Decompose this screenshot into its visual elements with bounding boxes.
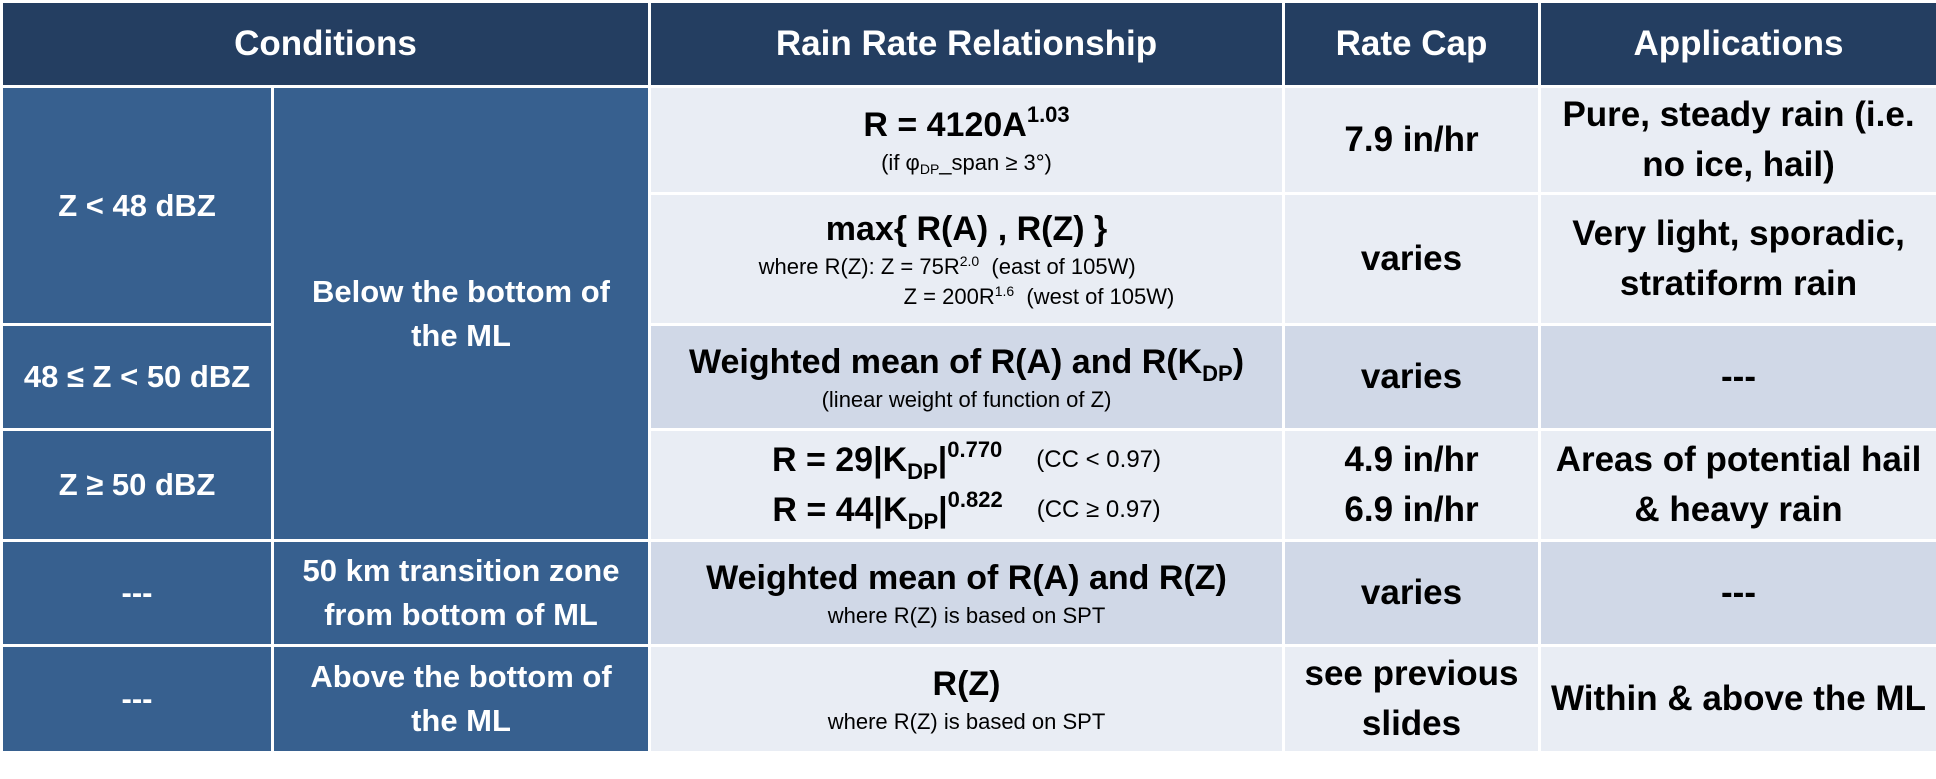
- table-row: max{ R(A) , R(Z) } where R(Z): Z = 75R2.…: [2, 192, 1936, 326]
- equation-note: where R(Z): Z = 75R2.0 (east of 105W) Z …: [758, 253, 1175, 309]
- relationship-cell: R = 29|KDP|0.770 (CC < 0.97) R = 44|KDP|0…: [648, 428, 1285, 542]
- table-row: 48 ≤ Z < 50 dBZ Weighted mean of R(A) an…: [0, 323, 1936, 431]
- rate-cap-cell: varies: [1282, 323, 1541, 431]
- application-cell: Areas of potential hail & heavy rain: [1538, 428, 1936, 542]
- location-below-ml: Below the bottom of the ML: [271, 85, 651, 542]
- header-relationship: Rain Rate Relationship: [648, 0, 1285, 88]
- equation: R(Z): [932, 665, 1001, 703]
- equation-note: (linear weight of function of Z): [821, 387, 1112, 412]
- table-row: --- Above the bottom of the ML R(Z) wher…: [0, 644, 1936, 754]
- rate-cap-value: 4.9 in/hr: [1344, 440, 1479, 479]
- rate-cap-cell: varies: [1282, 539, 1541, 647]
- rate-cap-cell: 7.9 in/hr: [1282, 85, 1541, 195]
- table-row: --- 50 km transition zone from bottom of…: [0, 539, 1936, 647]
- location-above-ml: Above the bottom of the ML: [271, 644, 651, 754]
- rate-cap-cell: 4.9 in/hr 6.9 in/hr: [1282, 428, 1541, 542]
- table-row: Z ≥ 50 dBZ R = 29|KDP|0.770 (CC < 0.97) R…: [0, 428, 1936, 542]
- rate-cap-value: 6.9 in/hr: [1344, 490, 1479, 529]
- condition-none: ---: [0, 644, 274, 754]
- rain-rate-table: Conditions Rain Rate Relationship Rate C…: [0, 0, 1936, 754]
- equation: Weighted mean of R(A) and R(KDP): [688, 343, 1245, 386]
- application-cell: Very light, sporadic, stratiform rain: [1538, 192, 1936, 326]
- application-cell: Pure, steady rain (i.e. no ice, hail): [1538, 85, 1936, 195]
- condition-z-above-50: Z ≥ 50 dBZ: [0, 428, 274, 542]
- application-cell: Within & above the ML: [1538, 644, 1936, 754]
- equation-note: where R(Z) is based on SPT: [827, 603, 1106, 628]
- header-rate-cap: Rate Cap: [1282, 0, 1541, 88]
- relationship-cell: max{ R(A) , R(Z) } where R(Z): Z = 75R2.…: [648, 192, 1285, 326]
- equation-note: (if φDP_span ≥ 3°): [881, 150, 1052, 177]
- table-row: Z < 48 dBZ Below the bottom of the ML R …: [0, 85, 1936, 542]
- application-cell: ---: [1538, 323, 1936, 431]
- equation: R = 29|KDP|0.770 (CC < 0.97): [771, 437, 1162, 484]
- condition-z-48-to-50: 48 ≤ Z < 50 dBZ: [0, 323, 274, 431]
- relationship-cell: R(Z) where R(Z) is based on SPT: [648, 644, 1285, 754]
- relationship-cell: Weighted mean of R(A) and R(Z) where R(Z…: [648, 539, 1285, 647]
- relationship-cell: Weighted mean of R(A) and R(KDP) (linear…: [648, 323, 1285, 431]
- rate-cap-cell: see previous slides: [1282, 644, 1541, 754]
- header-conditions: Conditions: [0, 0, 651, 88]
- equation: max{ R(A) , R(Z) }: [825, 210, 1108, 248]
- equation: R = 4120A1.03: [863, 102, 1070, 145]
- equation: R = 44|KDP|0.822 (CC ≥ 0.97): [772, 487, 1161, 534]
- rate-cap-cell: varies: [1282, 192, 1541, 326]
- equation: Weighted mean of R(A) and R(Z): [706, 559, 1227, 597]
- header-row: Conditions Rain Rate Relationship Rate C…: [0, 0, 1936, 88]
- condition-z-below-48: Z < 48 dBZ: [0, 85, 274, 326]
- header-applications: Applications: [1538, 0, 1936, 88]
- location-transition-zone: 50 km transition zone from bottom of ML: [271, 539, 651, 647]
- application-cell: ---: [1538, 539, 1936, 647]
- relationship-cell: R = 4120A1.03 (if φDP_span ≥ 3°): [648, 85, 1285, 195]
- condition-none: ---: [0, 539, 274, 647]
- equation-note: where R(Z) is based on SPT: [827, 709, 1106, 734]
